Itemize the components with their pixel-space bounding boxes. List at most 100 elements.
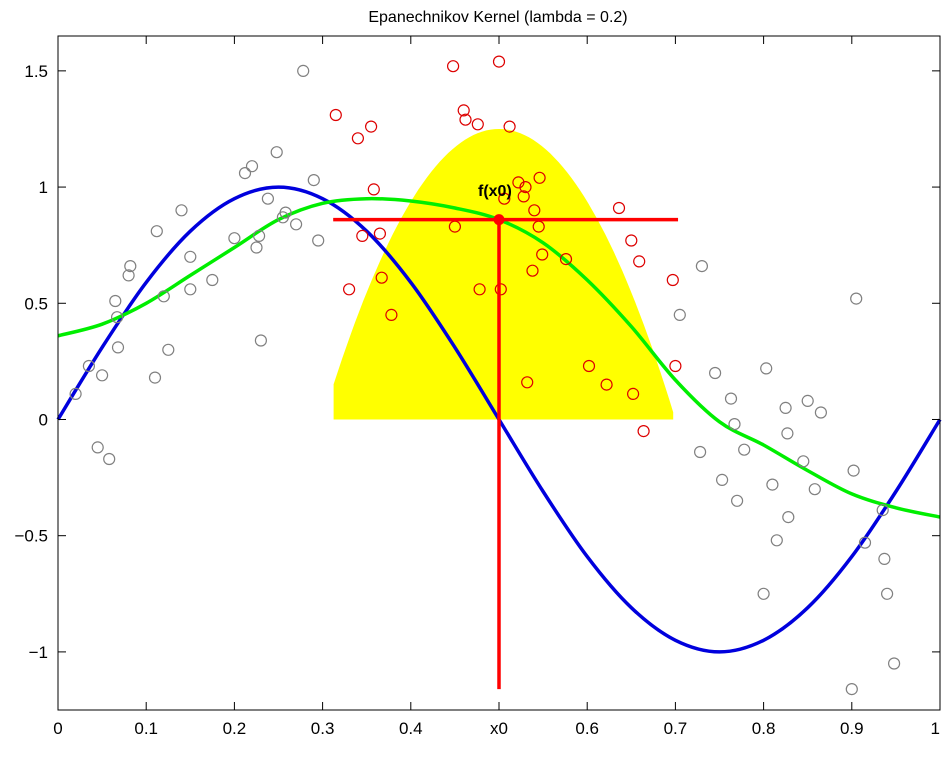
in_window-point — [367, 183, 380, 196]
outside-point — [307, 174, 320, 187]
y-tick-label: 0 — [39, 410, 48, 429]
outside-point — [738, 443, 751, 456]
outside-point — [880, 587, 894, 600]
in_window-point — [637, 425, 650, 438]
outside-point — [801, 394, 814, 407]
outside-point — [250, 241, 263, 254]
outside-point — [184, 283, 197, 296]
outside-point — [245, 160, 259, 173]
outside-point — [103, 452, 116, 466]
outside-point — [845, 682, 858, 696]
outside-point — [878, 552, 891, 566]
y-tick-label: −1 — [29, 643, 48, 662]
chart-title: Epanechnikov Kernel (lambda = 0.2) — [368, 9, 627, 26]
in_window-point — [626, 387, 640, 400]
outside-point — [814, 406, 828, 419]
outside-point — [124, 260, 137, 273]
outside-point — [781, 427, 794, 440]
outside-point — [261, 192, 274, 205]
in_window-point — [385, 308, 398, 321]
in_window-point — [351, 132, 364, 145]
outside-point — [82, 359, 96, 373]
x-tick-label: 0.6 — [575, 719, 599, 738]
x-tick-label: 0.8 — [752, 719, 776, 738]
kernel-area — [333, 129, 674, 420]
outside-point — [760, 362, 773, 375]
outside-point — [673, 308, 686, 321]
in_window-point — [633, 255, 646, 268]
outside-point — [122, 269, 135, 282]
in_window-point — [329, 108, 342, 122]
in_window-point — [343, 283, 356, 296]
outside-point — [254, 334, 267, 347]
in_window-point — [492, 55, 506, 68]
outside-point — [782, 510, 795, 524]
in_window-point — [559, 253, 573, 266]
outside-point — [109, 294, 122, 308]
outside-point — [876, 504, 889, 517]
x-tick-label: 0 — [53, 719, 62, 738]
x-tick-label: x0 — [490, 719, 508, 738]
outside-point — [797, 455, 810, 468]
outside-point — [111, 341, 125, 354]
outside-point — [162, 343, 175, 356]
outside-point — [95, 369, 109, 382]
outside-point — [290, 218, 303, 231]
in_window-point — [526, 264, 539, 277]
outside-point — [693, 445, 707, 459]
in_window-point — [600, 378, 613, 391]
in_window-point — [498, 192, 511, 205]
in_window-point — [365, 120, 378, 133]
outside-point — [150, 225, 163, 238]
in_window-point — [519, 181, 532, 194]
outside-point — [270, 146, 283, 159]
outside-point — [847, 464, 860, 477]
in_window-point — [447, 60, 460, 73]
outside-point — [253, 229, 266, 242]
outside-point — [312, 234, 325, 247]
data-points — [69, 55, 901, 696]
y-tick-label: −0.5 — [14, 527, 48, 546]
in_window-point — [521, 376, 534, 389]
in_window-point — [582, 359, 596, 373]
outside-point — [708, 366, 722, 380]
outside-point — [730, 494, 744, 507]
in_window-point — [459, 113, 472, 126]
kernel-weight-area — [333, 129, 674, 420]
in_window-point — [666, 273, 679, 287]
outside-point — [770, 534, 783, 547]
fit-marker — [333, 214, 679, 690]
outside-point — [724, 392, 738, 405]
outside-point — [184, 250, 197, 263]
x-tick-label: 0.2 — [223, 719, 247, 738]
outside-point — [69, 387, 82, 400]
outside-point — [279, 206, 292, 219]
outside-point — [757, 587, 770, 600]
in_window-point — [457, 104, 470, 117]
outside-point — [110, 311, 124, 324]
in_window-point — [356, 229, 369, 242]
outside-point — [858, 536, 872, 549]
outside-point — [779, 401, 792, 414]
in_window-point — [625, 234, 638, 247]
outside-point — [887, 657, 901, 670]
outside-point — [148, 371, 162, 384]
outside-point — [297, 64, 310, 78]
in_window-point — [669, 359, 682, 373]
outside-point — [850, 292, 863, 305]
outside-point — [728, 418, 741, 431]
y-tick-label: 0.5 — [24, 294, 48, 313]
outside-point — [695, 260, 709, 273]
outside-point — [91, 441, 104, 454]
in_window-point — [533, 171, 546, 184]
y-tick-label: 1.5 — [24, 62, 48, 81]
outside-point — [157, 290, 170, 303]
outside-point — [766, 478, 779, 491]
fit-point-label: f(x0) — [478, 183, 512, 200]
x-tick-label: 0.3 — [311, 719, 335, 738]
in_window-point — [473, 283, 486, 296]
x-tick-label: 0.9 — [840, 719, 864, 738]
x-tick-label: 1 — [931, 719, 940, 738]
